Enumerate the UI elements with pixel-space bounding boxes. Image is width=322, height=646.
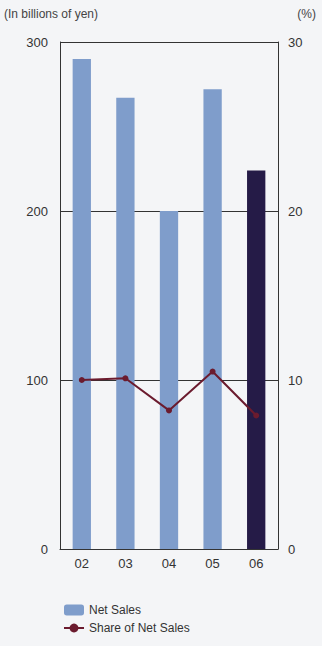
svg-text:05: 05 xyxy=(205,556,219,571)
svg-text:200: 200 xyxy=(26,204,48,219)
svg-text:(In billions of yen): (In billions of yen) xyxy=(4,7,98,21)
svg-text:Net Sales: Net Sales xyxy=(89,603,141,617)
svg-text:03: 03 xyxy=(118,556,132,571)
svg-text:0: 0 xyxy=(288,542,295,557)
svg-text:20: 20 xyxy=(288,204,302,219)
svg-text:02: 02 xyxy=(75,556,89,571)
svg-text:(%): (%) xyxy=(297,7,316,21)
svg-text:0: 0 xyxy=(41,542,48,557)
svg-text:Share of Net Sales: Share of Net Sales xyxy=(89,621,190,635)
svg-text:30: 30 xyxy=(288,35,302,50)
svg-text:04: 04 xyxy=(162,556,176,571)
svg-text:100: 100 xyxy=(26,373,48,388)
svg-text:10: 10 xyxy=(288,373,302,388)
svg-text:06: 06 xyxy=(249,556,263,571)
svg-text:300: 300 xyxy=(26,35,48,50)
